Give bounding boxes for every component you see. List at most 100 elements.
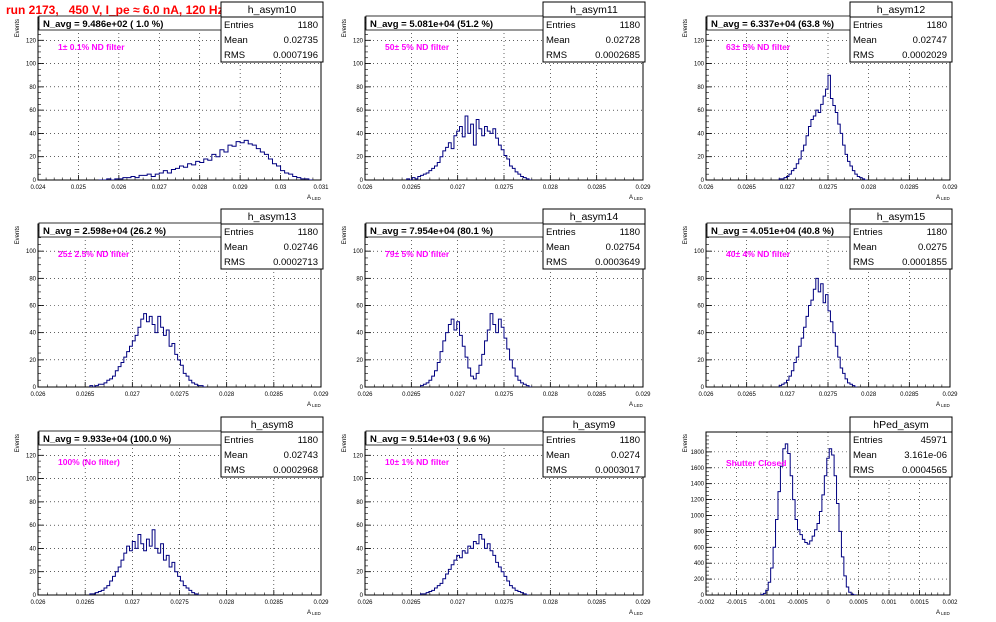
x-axis-label: A xyxy=(307,402,311,408)
stats-value-rms: 0.0002713 xyxy=(273,257,318,268)
stats-label-entries: Entries xyxy=(546,227,576,238)
filter-annotation: 79± 5% ND filter xyxy=(385,249,450,259)
x-axis-label-subscript: LED xyxy=(941,196,951,201)
title-box xyxy=(706,222,851,238)
stats-value-entries: 1180 xyxy=(927,20,947,31)
y-tick-label: 80 xyxy=(29,276,36,282)
stats-label-entries: Entries xyxy=(853,227,883,238)
stats-label-rms: RMS xyxy=(853,257,874,268)
x-tick-label: 0.0275 xyxy=(170,392,189,398)
x-tick-label: 0.029 xyxy=(635,392,651,398)
x-tick-label: 0.028 xyxy=(543,600,559,606)
x-tick-label: 0.029 xyxy=(313,600,329,606)
histogram-panel-h_asym8: 0.026 0.0265 0.027 0.0275 0.028 0.0285 0.029 0 2… xyxy=(15,416,329,616)
x-tick-label: 0.0015 xyxy=(910,600,929,606)
stats-box xyxy=(220,431,324,478)
y-tick-label: 100 xyxy=(26,477,37,483)
stats-label-rms: RMS xyxy=(546,257,567,268)
histogram-title: N_avg = 5.081e+04 (51.2 %) xyxy=(370,19,493,30)
filter-annotation: Shutter Closed xyxy=(726,458,786,468)
stats-box xyxy=(849,431,953,478)
x-tick-label: 0.0285 xyxy=(587,600,606,606)
histogram-outline xyxy=(778,74,868,180)
histogram-panel-h_asym13: 0.026 0.0265 0.027 0.0275 0.028 0.0285 0.029 0 2… xyxy=(15,208,329,408)
stats-label-rms: RMS xyxy=(853,50,874,61)
x-axis-label-subscript: LED xyxy=(312,403,322,408)
histogram-panel-h_asym9: 0.026 0.0265 0.027 0.0275 0.028 0.0285 0.029 0 2… xyxy=(342,416,651,616)
x-axis-label: A xyxy=(936,195,940,201)
x-axis-label: A xyxy=(936,402,940,408)
y-tick-label: 20 xyxy=(356,155,363,161)
x-tick-label: 0.029 xyxy=(313,392,329,398)
x-tick-label: 0.0275 xyxy=(495,600,514,606)
x-tick-label: -0.001 xyxy=(758,600,776,606)
histogram-name: hPed_asym xyxy=(873,419,929,431)
stats-label-entries: Entries xyxy=(224,20,254,31)
x-tick-label: 0.0275 xyxy=(495,392,514,398)
x-axis-label: A xyxy=(307,610,311,616)
y-tick-label: 1600 xyxy=(691,466,705,472)
y-tick-label: 200 xyxy=(694,577,705,583)
histogram-panel-hPed_asym: -0.002 -0.0015 -0.001 -0.0005 0 0.0005 0.001 0.… xyxy=(683,416,958,616)
stats-value-entries: 1180 xyxy=(298,20,318,31)
x-tick-label: 0.0285 xyxy=(900,392,919,398)
filter-annotation: 10± 1% ND filter xyxy=(385,457,450,467)
filter-annotation: 1± 0.1% ND filter xyxy=(58,42,125,52)
stats-label-entries: Entries xyxy=(224,227,254,238)
y-tick-label: 0 xyxy=(33,385,37,391)
stats-label-entries: Entries xyxy=(546,20,576,31)
histogram-outline xyxy=(420,313,532,387)
x-tick-label: 0 xyxy=(826,600,830,606)
filter-annotation: 63± 5% ND filter xyxy=(726,42,791,52)
y-tick-label: 100 xyxy=(26,62,37,68)
stats-label-mean: Mean xyxy=(224,450,248,461)
y-axis-label: Events xyxy=(683,434,689,452)
y-axis-label: Events xyxy=(342,434,348,452)
filter-annotation: 40± 4% ND filter xyxy=(726,249,791,259)
stats-box xyxy=(849,16,953,63)
y-tick-label: 120 xyxy=(26,38,37,44)
x-tick-label: 0.0265 xyxy=(76,392,95,398)
y-tick-label: 60 xyxy=(697,108,704,114)
histogram-title: N_avg = 7.954e+04 (80.1 %) xyxy=(370,226,493,237)
y-tick-label: 120 xyxy=(353,38,364,44)
x-axis-label-subscript: LED xyxy=(312,196,322,201)
stats-label-mean: Mean xyxy=(546,242,570,253)
y-tick-label: 0 xyxy=(360,385,364,391)
histogram-panel-h_asym10: 0.024 0.025 0.026 0.027 0.028 0.029 0.03 0.031 0… xyxy=(15,1,329,201)
y-axis-label: Events xyxy=(342,226,348,244)
x-tick-label: 0.0265 xyxy=(402,392,421,398)
stats-box xyxy=(542,16,646,63)
stats-label-entries: Entries xyxy=(224,435,254,446)
histogram-name: h_asym12 xyxy=(877,4,926,16)
stats-value-entries: 1180 xyxy=(620,227,640,238)
title-box xyxy=(38,430,222,446)
stats-box xyxy=(220,16,324,63)
stats-box xyxy=(542,431,646,478)
x-tick-label: 0.026 xyxy=(30,392,46,398)
stats-value-rms: 0.0004565 xyxy=(902,465,947,476)
y-axis-label: Events xyxy=(342,19,348,37)
stats-box xyxy=(220,223,324,270)
y-tick-label: 40 xyxy=(356,131,363,137)
y-tick-label: 800 xyxy=(694,529,705,535)
histogram-title: N_avg = 2.598e+04 (26.2 %) xyxy=(43,226,166,237)
y-tick-label: 80 xyxy=(356,276,363,282)
y-tick-label: 80 xyxy=(29,500,36,506)
stats-value-entries: 1180 xyxy=(620,20,640,31)
title-box xyxy=(365,222,544,238)
y-tick-label: 100 xyxy=(353,249,364,255)
y-tick-label: 60 xyxy=(29,304,36,310)
stats-value-rms: 0.0001855 xyxy=(902,257,947,268)
x-tick-label: 0.027 xyxy=(450,185,466,191)
y-axis-label: Events xyxy=(15,226,21,244)
y-tick-label: 120 xyxy=(353,453,364,459)
y-tick-label: 1200 xyxy=(691,498,705,504)
histogram-title: N_avg = 9.514e+03 ( 9.6 %) xyxy=(370,434,490,445)
filter-annotation: 25± 2.5% ND filter xyxy=(58,249,130,259)
y-tick-label: 100 xyxy=(353,477,364,483)
y-tick-label: 40 xyxy=(356,331,363,337)
y-tick-label: 600 xyxy=(694,545,705,551)
stats-value-mean: 0.02754 xyxy=(606,242,640,253)
